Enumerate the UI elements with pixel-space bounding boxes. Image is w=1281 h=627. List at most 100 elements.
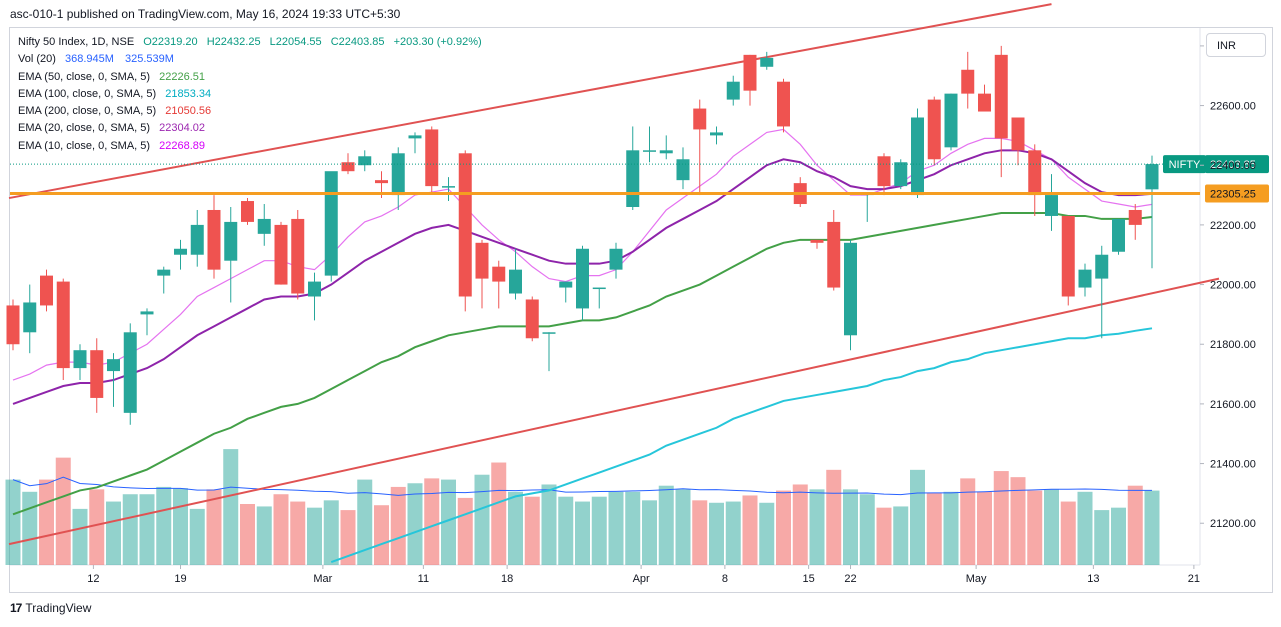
volume-bar bbox=[273, 494, 289, 565]
candle-body bbox=[241, 201, 254, 222]
volume-bar bbox=[1044, 489, 1059, 565]
last-price-label: 22403.85 bbox=[1210, 159, 1256, 171]
candle bbox=[944, 93, 958, 151]
candle-body bbox=[40, 275, 53, 306]
candle bbox=[23, 284, 37, 354]
candle bbox=[1145, 155, 1159, 269]
candle bbox=[291, 209, 305, 300]
volume-bar bbox=[1077, 491, 1093, 565]
last-price-tag bbox=[1205, 155, 1269, 174]
candle-body bbox=[576, 248, 589, 309]
candle bbox=[358, 150, 372, 172]
candle bbox=[324, 171, 338, 282]
volume-bar bbox=[692, 500, 708, 565]
time-axis[interactable]: 12 19 Mar 11 18 Apr 8 15 22 May 13 21 bbox=[87, 565, 1200, 585]
candle-body bbox=[927, 99, 941, 160]
candle bbox=[994, 45, 1008, 178]
candle-body bbox=[140, 311, 154, 315]
candle bbox=[207, 195, 221, 279]
x-tick-label: 8 bbox=[722, 573, 728, 585]
trendlines bbox=[8, 3, 1220, 546]
candle bbox=[492, 260, 506, 309]
change-value: +203.30 (+0.92%) bbox=[393, 36, 482, 48]
volume-bar bbox=[876, 507, 892, 565]
price-lines: NIFTY 22403.85 22305.25 bbox=[10, 155, 1269, 203]
candle bbox=[911, 108, 924, 199]
volume-bar bbox=[206, 489, 222, 565]
x-tick-label: 21 bbox=[1188, 573, 1200, 585]
candle-body bbox=[509, 269, 522, 294]
y-tick-label: 22200.00 bbox=[1210, 220, 1256, 232]
volume-bar bbox=[5, 479, 21, 565]
x-tick-label: Mar bbox=[313, 573, 332, 585]
x-tick-label: 15 bbox=[803, 573, 815, 585]
candle bbox=[73, 344, 87, 381]
candle bbox=[777, 78, 790, 133]
candle bbox=[1028, 144, 1042, 216]
candle bbox=[576, 245, 589, 321]
candle-body bbox=[525, 299, 539, 339]
x-tick-label: 18 bbox=[501, 573, 513, 585]
volume-bar bbox=[642, 500, 657, 565]
candle-body bbox=[676, 159, 690, 181]
legend-ema-200: EMA (200, close, 0, SMA, 5) 21050.56 bbox=[18, 103, 482, 120]
candle-body bbox=[1145, 164, 1159, 190]
candle bbox=[978, 84, 991, 112]
tradingview-branding[interactable]: 17 TradingView bbox=[10, 601, 91, 615]
candle bbox=[274, 221, 288, 285]
candle bbox=[1045, 174, 1058, 231]
candle-body bbox=[174, 248, 187, 255]
candle-body bbox=[341, 162, 355, 172]
volume-bar bbox=[910, 469, 925, 565]
y-tick-label: 21800.00 bbox=[1210, 339, 1256, 351]
volume-bar bbox=[441, 479, 456, 565]
volume-bar bbox=[106, 501, 121, 565]
high-value: H22432.25 bbox=[206, 36, 261, 48]
candle bbox=[107, 353, 120, 407]
candle bbox=[157, 266, 171, 294]
open-value: O22319.20 bbox=[143, 36, 198, 48]
candle bbox=[174, 239, 187, 270]
volume-bar bbox=[491, 462, 507, 565]
ema-label: EMA (10, close, 0, SMA, 5) bbox=[18, 139, 151, 152]
candle-body bbox=[492, 266, 506, 282]
volume-bar bbox=[792, 484, 808, 565]
candle-body bbox=[1011, 117, 1025, 151]
candle bbox=[458, 150, 472, 312]
volume-bar bbox=[39, 479, 54, 565]
support-price-label: 22305.25 bbox=[1210, 189, 1256, 201]
candle-body bbox=[442, 186, 455, 188]
candle-body bbox=[1028, 150, 1042, 196]
candle bbox=[592, 287, 606, 309]
candle bbox=[1112, 218, 1125, 255]
candle bbox=[425, 126, 439, 193]
candle bbox=[1011, 117, 1025, 166]
candle bbox=[391, 147, 405, 210]
volume-bar bbox=[1010, 477, 1026, 565]
volume-value-2: 325.539M bbox=[124, 53, 174, 66]
currency-button[interactable]: INR bbox=[1206, 33, 1266, 57]
price-axis[interactable]: 22800.0022600.0022400.0022200.0022000.00… bbox=[1200, 41, 1256, 530]
candle bbox=[743, 54, 757, 106]
volume-bar bbox=[893, 506, 909, 565]
volume-bar bbox=[22, 491, 38, 565]
candle bbox=[542, 332, 556, 372]
legend-volume: Vol (20) 368.945M 325.539M bbox=[18, 51, 482, 68]
candle bbox=[341, 153, 355, 175]
close-value: C22403.85 bbox=[330, 36, 385, 48]
candle bbox=[643, 126, 656, 163]
y-tick-label: 22000.00 bbox=[1210, 280, 1256, 292]
candle-body bbox=[961, 69, 975, 94]
volume-bar bbox=[457, 497, 473, 565]
volume-bar bbox=[173, 488, 188, 565]
candle bbox=[190, 209, 204, 267]
volume-bar bbox=[725, 501, 741, 565]
volume-bar bbox=[340, 510, 356, 565]
candle-body bbox=[23, 302, 37, 333]
candle-body bbox=[224, 221, 238, 261]
ema-label: EMA (50, close, 0, SMA, 5) bbox=[18, 70, 151, 83]
volume-bar bbox=[776, 490, 791, 565]
volume-bar bbox=[859, 494, 875, 565]
candle bbox=[961, 51, 975, 109]
